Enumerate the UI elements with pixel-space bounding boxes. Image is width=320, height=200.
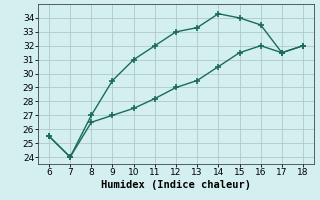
X-axis label: Humidex (Indice chaleur): Humidex (Indice chaleur) [101, 180, 251, 190]
